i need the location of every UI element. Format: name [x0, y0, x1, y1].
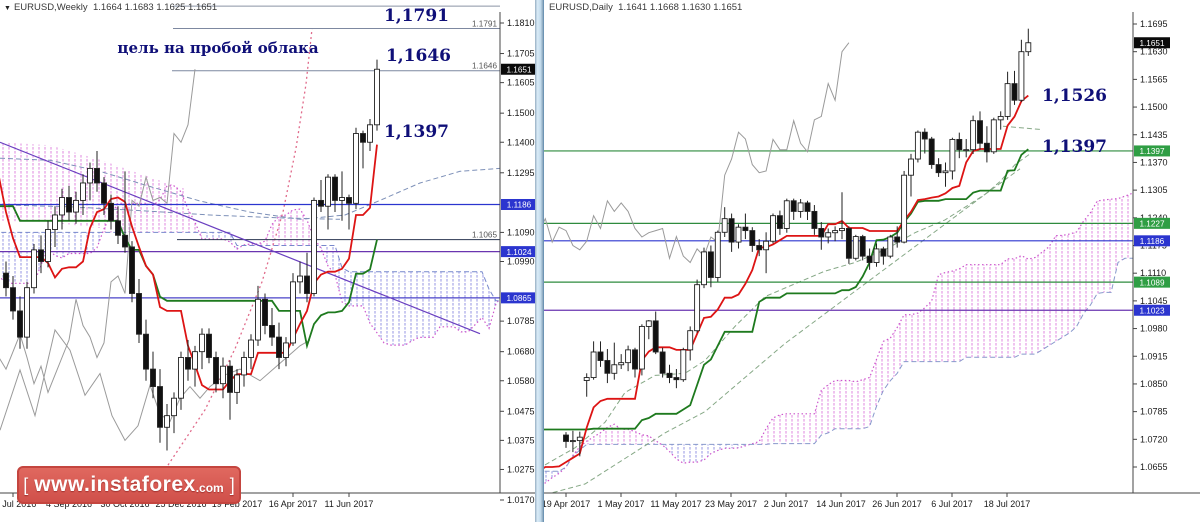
svg-text:1 May 2017: 1 May 2017: [597, 499, 644, 509]
svg-text:1.0720: 1.0720: [1140, 434, 1168, 444]
svg-text:1.0915: 1.0915: [1140, 351, 1168, 361]
svg-text:1.1810: 1.1810: [507, 18, 535, 28]
svg-text:1.1500: 1.1500: [507, 108, 535, 118]
watermark-bracket-close: ]: [229, 474, 235, 495]
svg-text:26 Jun 2017: 26 Jun 2017: [872, 499, 922, 509]
svg-text:1.0865: 1.0865: [506, 294, 531, 303]
daily-chart-canvas[interactable]: 1,1526 1,1397 1.1695 1.1630 1.1565 1.1500 1.14…: [543, 0, 1200, 522]
svg-text:1.1065: 1.1065: [472, 231, 497, 240]
svg-text:1,1791: 1,1791: [384, 6, 449, 26]
watermark-text: www.instaforex: [34, 473, 196, 496]
svg-text:1.1791: 1.1791: [472, 20, 497, 29]
svg-text:1.0850: 1.0850: [1140, 379, 1168, 389]
svg-text:1.1186: 1.1186: [507, 201, 532, 210]
svg-text:1.1090: 1.1090: [507, 227, 535, 237]
svg-text:16 Apr 2017: 16 Apr 2017: [269, 499, 318, 509]
svg-text:1.0785: 1.0785: [507, 316, 535, 326]
svg-text:1.1500: 1.1500: [1140, 102, 1168, 112]
svg-text:1.1435: 1.1435: [1140, 130, 1168, 140]
svg-text:11 Jun 2017: 11 Jun 2017: [325, 499, 374, 509]
svg-text:1.1705: 1.1705: [507, 49, 535, 59]
svg-text:1.0990: 1.0990: [507, 257, 535, 267]
svg-text:1.1240: 1.1240: [1140, 213, 1168, 223]
chart-header-weekly[interactable]: ▼ EURUSD,Weekly 1.1664 1.1683 1.1625 1.16…: [4, 2, 217, 13]
svg-text:1.1024: 1.1024: [506, 248, 531, 257]
svg-text:1.1651: 1.1651: [1139, 39, 1164, 48]
svg-text:1.1305: 1.1305: [1140, 185, 1168, 195]
chart-panel-daily[interactable]: EURUSD,Daily 1.1641 1.1668 1.1630 1.1651…: [543, 0, 1200, 522]
svg-text:23 May 2017: 23 May 2017: [705, 499, 757, 509]
svg-text:1.1227: 1.1227: [1139, 220, 1164, 229]
svg-text:1,1526: 1,1526: [1042, 86, 1107, 106]
svg-text:1.0980: 1.0980: [1140, 324, 1168, 334]
svg-text:1.0655: 1.0655: [1140, 462, 1168, 472]
watermark-com: .com: [195, 481, 224, 495]
symbol-dropdown-icon[interactable]: ▼: [4, 5, 11, 12]
svg-text:1,1397: 1,1397: [384, 122, 449, 142]
svg-text:19 Apr 2017: 19 Apr 2017: [543, 499, 590, 509]
svg-text:1.1370: 1.1370: [1140, 157, 1168, 167]
svg-text:1.1605: 1.1605: [507, 78, 535, 88]
chart-panel-weekly[interactable]: ▼ EURUSD,Weekly 1.1664 1.1683 1.1625 1.16…: [0, 0, 536, 522]
chart-title-daily: EURUSD,Daily: [549, 2, 613, 13]
svg-text:1.0375: 1.0375: [507, 435, 535, 445]
svg-text:2 Jun 2017: 2 Jun 2017: [764, 499, 809, 509]
watermark-bracket-open: [: [23, 474, 29, 495]
svg-text:1.1186: 1.1186: [1140, 237, 1165, 246]
svg-text:1.1565: 1.1565: [1140, 74, 1168, 84]
svg-text:30 Oct 2016: 30 Oct 2016: [100, 499, 149, 509]
svg-text:1.1630: 1.1630: [1140, 47, 1168, 57]
ohlc-values-weekly: 1.1664 1.1683 1.1625 1.1651: [92, 2, 218, 13]
ohlc-values-daily: 1.1641 1.1668 1.1630 1.1651: [618, 2, 743, 13]
svg-text:1.1400: 1.1400: [507, 137, 535, 147]
svg-text:1.1110: 1.1110: [1140, 268, 1166, 278]
svg-text:1,1397: 1,1397: [1042, 137, 1107, 157]
svg-text:1.0580: 1.0580: [507, 376, 535, 386]
svg-text:1.1295: 1.1295: [507, 168, 535, 178]
window-splitter[interactable]: [535, 0, 543, 522]
svg-text:1.1646: 1.1646: [472, 62, 497, 71]
svg-text:14 Jun 2017: 14 Jun 2017: [816, 499, 866, 509]
svg-text:10 Jul 2016: 10 Jul 2016: [0, 499, 36, 509]
weekly-chart-canvas[interactable]: 1.1791 1.1646 1.1065 1,1791 цель на пробой о…: [0, 0, 536, 522]
svg-text:цель на пробой облака: цель на пробой облака: [117, 39, 318, 57]
svg-text:4 Sep 2016: 4 Sep 2016: [46, 499, 92, 509]
svg-text:1.0680: 1.0680: [507, 347, 535, 357]
svg-text:6 Jul 2017: 6 Jul 2017: [931, 499, 973, 509]
svg-text:18 Jul 2017: 18 Jul 2017: [984, 499, 1031, 509]
svg-text:1.0275: 1.0275: [507, 464, 535, 474]
svg-text:1.1651: 1.1651: [506, 65, 531, 74]
svg-text:19 Feb 2017: 19 Feb 2017: [212, 499, 263, 509]
chart-header-daily[interactable]: EURUSD,Daily 1.1641 1.1668 1.1630 1.1651: [549, 2, 742, 13]
svg-text:1.0785: 1.0785: [1140, 407, 1168, 417]
svg-text:1.1089: 1.1089: [1139, 278, 1164, 287]
svg-text:1.0170: 1.0170: [507, 495, 535, 505]
svg-text:1.1045: 1.1045: [1140, 296, 1168, 306]
svg-text:25 Dec 2016: 25 Dec 2016: [155, 499, 206, 509]
chart-title-weekly: EURUSD,Weekly: [13, 2, 88, 13]
svg-text:1.0475: 1.0475: [507, 406, 535, 416]
instaforex-watermark: [www.instaforex .com]: [17, 466, 241, 504]
svg-text:1.1397: 1.1397: [1139, 147, 1164, 156]
svg-text:11 May 2017: 11 May 2017: [650, 499, 701, 509]
svg-text:1.1695: 1.1695: [1140, 19, 1168, 29]
svg-text:1.1023: 1.1023: [1139, 306, 1164, 315]
svg-text:1,1646: 1,1646: [386, 46, 451, 66]
